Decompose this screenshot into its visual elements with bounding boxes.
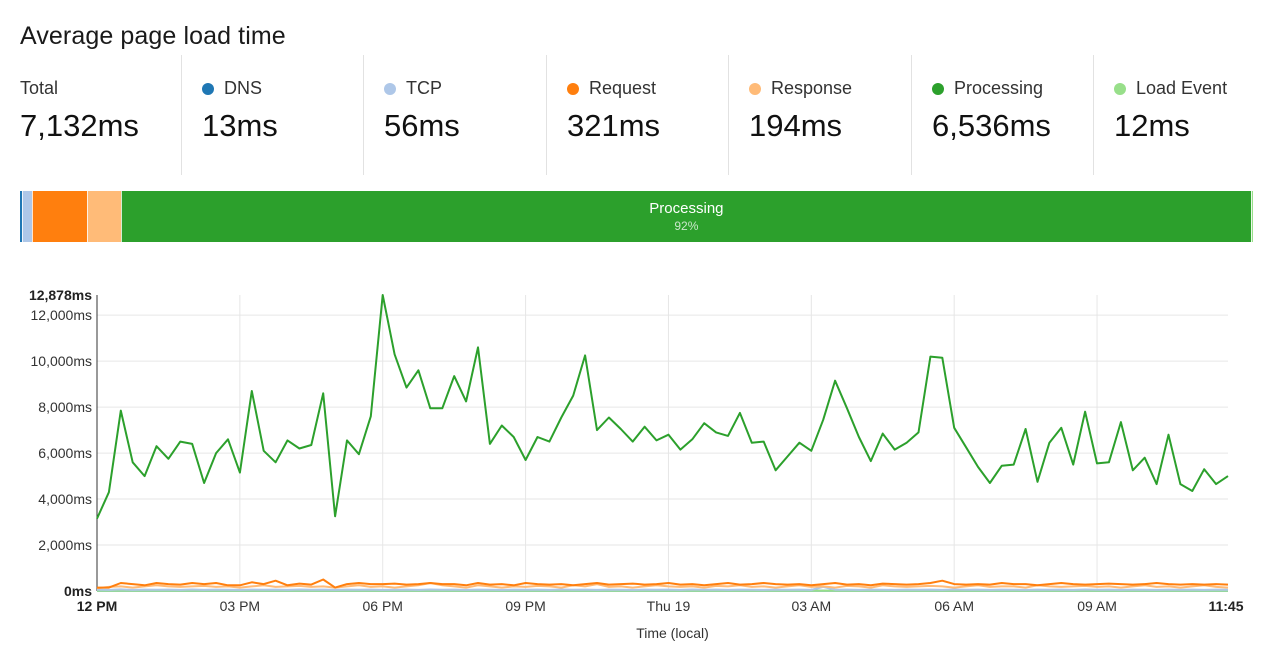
divider [1093,55,1094,175]
y-tick-label: 6,000ms [38,445,92,461]
stat-label: DNS [224,78,263,98]
y-tick-label: 4,000ms [38,491,92,507]
divider [363,55,364,175]
stat-value: 6,536ms [932,108,1051,143]
y-tick-label: 12,878ms [29,287,92,303]
x-axis-title: Time (local) [636,625,709,641]
x-tick-label: 03 AM [791,598,831,614]
page-title: Average page load time [20,22,286,50]
stat-value: 7,132ms [20,108,139,143]
load-event-color-dot [1114,83,1126,95]
stat-label: TCP [406,78,442,98]
x-tick-label: 06 PM [362,598,402,614]
bar-segment-response [87,191,121,242]
stat-label: Total [20,78,59,98]
series-line-request [97,578,1229,589]
breakdown-bar: Processing 92% [20,191,1253,242]
y-tick-label: 12,000ms [31,307,92,323]
load-time-chart: 0ms 2,000ms 4,000ms 6,000ms 8,000ms 10,000ms 1… [29,287,1244,641]
stat-value: 321ms [567,108,661,143]
stat-label: Load Event [1136,78,1228,98]
divider [181,55,182,175]
x-tick-label: 06 AM [934,598,974,614]
divider [728,55,729,175]
stat-processing: Processing 6,536ms [911,55,1093,175]
stat-value: 56ms [384,108,460,143]
series-line-processing [96,294,1229,520]
dns-color-dot [202,83,214,95]
x-tick-label: 09 PM [505,598,545,614]
stat-label: Response [771,78,853,98]
bar-segment-load-event [1250,191,1253,242]
y-tick-label: 10,000ms [31,353,92,369]
x-tick-label: 09 AM [1077,598,1117,614]
x-tick-label: 03 PM [220,598,260,614]
y-tick-label: 2,000ms [38,537,92,553]
bar-segment-percent: 92% [674,219,699,233]
divider [546,55,547,175]
y-tick-label: 0ms [64,583,92,599]
bar-segment-processing: Processing 92% [120,191,1251,242]
stat-total: Total 7,132ms [0,55,181,175]
bar-segment-dns [20,191,23,242]
stat-value: 13ms [202,108,278,143]
stat-label: Request [589,78,657,98]
stat-label: Processing [954,78,1044,98]
x-tick-label: Thu 19 [647,598,691,614]
stat-request: Request 321ms [546,55,728,175]
bar-segment-request [31,191,88,242]
stat-value: 12ms [1114,108,1190,143]
x-tick-label: 11:45 [1208,598,1243,614]
divider [911,55,912,175]
stat-value: 194ms [749,108,843,143]
request-color-dot [567,83,579,95]
series-line-tcp [96,585,1229,591]
stat-dns: DNS 13ms [181,55,363,175]
stats-row: Total 7,132ms DNS 13ms TCP 56ms Request … [0,55,1260,175]
processing-color-dot [932,83,944,95]
stat-tcp: TCP 56ms [363,55,546,175]
stat-response: Response 194ms [728,55,911,175]
y-tick-label: 8,000ms [38,399,92,415]
bar-segment-label: Processing [649,200,724,217]
response-color-dot [749,83,761,95]
x-tick-label: 12 PM [77,598,117,614]
bar-segment-tcp [22,191,32,242]
stat-load-event: Load Event 12ms [1093,55,1260,175]
tcp-color-dot [384,83,396,95]
